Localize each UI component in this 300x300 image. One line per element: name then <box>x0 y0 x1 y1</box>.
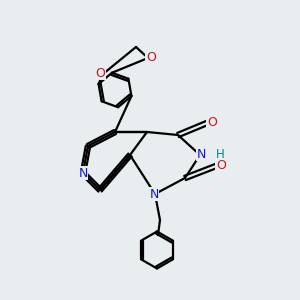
Text: N: N <box>149 188 159 200</box>
Text: O: O <box>95 67 105 80</box>
Text: O: O <box>207 116 217 128</box>
Text: O: O <box>216 158 226 172</box>
Text: O: O <box>146 50 156 64</box>
Text: N: N <box>78 167 88 179</box>
Text: N: N <box>196 148 206 160</box>
Text: H: H <box>216 148 224 160</box>
